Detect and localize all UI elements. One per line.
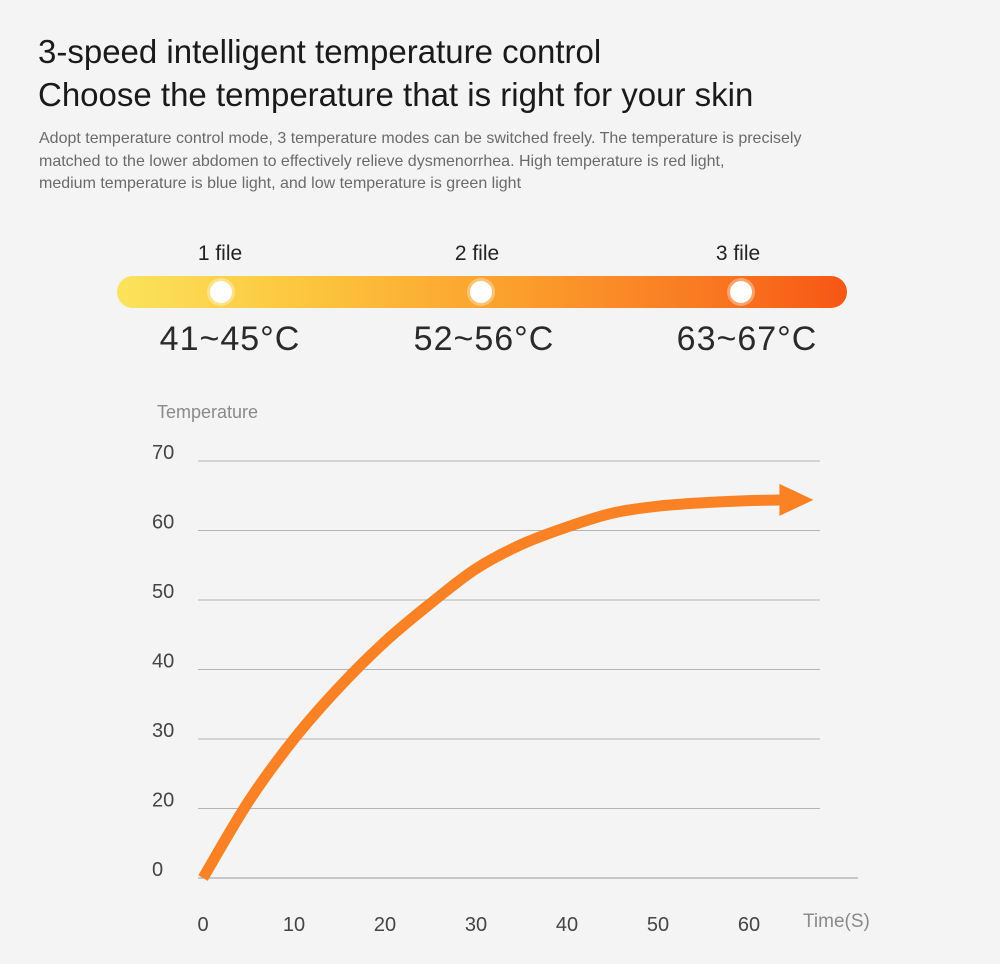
temperature-time-chart: Temperature 0 20 30 40 50 60 70 0 10 20 30 40 50 60 Tim… (152, 402, 870, 936)
curve-arrow-icon (779, 483, 814, 516)
gear-1-marker (210, 281, 232, 303)
y-tick-label: 50 (152, 581, 174, 603)
x-tick-label: 0 (197, 914, 208, 936)
title-line-1: 3-speed intelligent temperature control (38, 33, 602, 70)
description-line-3: medium temperature is blue light, and lo… (39, 175, 522, 192)
x-tick-label: 50 (647, 914, 669, 936)
y-tick-label: 30 (152, 720, 174, 742)
page-title: 3-speed intelligent temperature control … (38, 30, 753, 116)
x-tick-label: 60 (738, 914, 760, 936)
gear-1-range: 41~45°C (159, 320, 301, 358)
y-tick-label: 0 (152, 859, 163, 881)
y-tick-label: 70 (152, 442, 174, 464)
y-tick-label: 20 (152, 790, 174, 812)
y-axis-label: Temperature (157, 402, 258, 422)
y-tick-label: 60 (152, 512, 174, 534)
description-line-1: Adopt temperature control mode, 3 temper… (39, 130, 802, 147)
x-axis-label: Time(S) (803, 911, 870, 932)
gear-3-range: 63~67°C (676, 320, 818, 358)
gear-2-range: 52~56°C (413, 320, 555, 358)
x-tick-label: 10 (283, 914, 305, 936)
gear-3-marker (730, 281, 752, 303)
description-line-2: matched to the lower abdomen to effectiv… (39, 152, 725, 170)
gear-2-marker (470, 281, 492, 303)
temperature-curve (198, 494, 786, 881)
x-tick-label: 20 (374, 914, 396, 936)
gear-3-label: 3 file (715, 242, 761, 265)
y-tick-label: 40 (152, 651, 174, 673)
title-line-2: Choose the temperature that is right for… (38, 76, 754, 113)
x-tick-label: 40 (556, 914, 578, 936)
gear-1-label: 1 file (197, 242, 243, 265)
x-tick-label: 30 (465, 914, 487, 936)
gear-2-label: 2 file (454, 242, 500, 265)
description: Adopt temperature control mode, 3 temper… (39, 128, 939, 196)
